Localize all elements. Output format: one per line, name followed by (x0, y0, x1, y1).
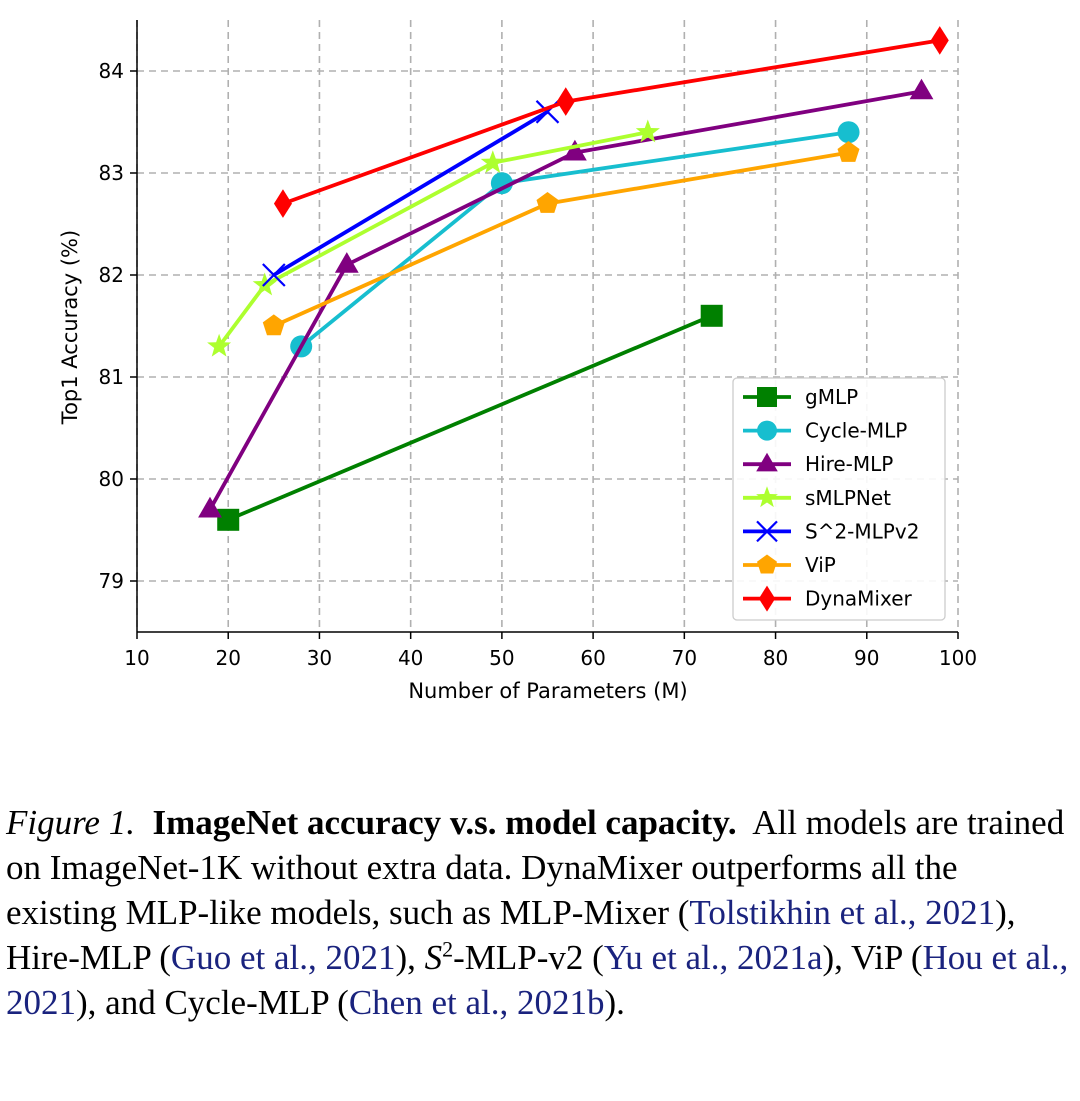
series-line-cycle-mlp (300, 130, 849, 348)
series-dynamixer (273, 26, 949, 218)
legend-label: ViP (805, 553, 836, 577)
x-tick-label: 10 (124, 646, 149, 670)
legend-marker (757, 554, 777, 574)
data-point-dynamixer (273, 189, 292, 218)
y-tick-label: 79 (99, 569, 124, 593)
x-tick-label: 70 (672, 646, 697, 670)
caption-text: -MLP-v2 ( (453, 938, 604, 977)
caption-text: ). (604, 983, 625, 1022)
y-tick-label: 84 (99, 59, 124, 83)
data-point-smlpnet (207, 333, 232, 357)
x-tick-label: 40 (398, 646, 423, 670)
citation-link[interactable]: Guo et al., 2021 (170, 938, 396, 977)
legend-label: Hire-MLP (805, 452, 893, 476)
math-superscript: 2 (442, 936, 454, 962)
legend-entry-cycle-mlp: Cycle-MLP (743, 419, 907, 443)
legend-marker (756, 452, 778, 472)
data-point-cycle-mlp (490, 172, 513, 195)
series-line-hire-mlp (208, 89, 922, 511)
legend-marker (757, 387, 777, 407)
chart: 10 20 30 40 50 60 70 80 90 100 79 80 81 82 83 84 Number… (58, 20, 977, 703)
series-gmlp (217, 304, 723, 531)
x-marker-stroke (262, 263, 286, 287)
legend-entry-gmlp: gMLP (743, 385, 858, 409)
x-tick-label: 50 (489, 646, 514, 670)
legend-label: Cycle-MLP (805, 419, 907, 443)
figure-number: Figure 1. (6, 803, 135, 842)
legend-marker (756, 520, 778, 543)
caption-text: ), (395, 938, 425, 977)
data-point-s-2-mlpv2 (262, 263, 286, 287)
x-tick-label: 30 (307, 646, 332, 670)
series-hire-mlp (198, 78, 934, 518)
math-symbol: S (424, 938, 443, 977)
x-tick-label: 80 (763, 646, 788, 670)
legend-label: sMLPNet (805, 486, 891, 510)
legend-label: gMLP (805, 385, 858, 409)
series-line-s-2-mlpv2 (272, 110, 549, 277)
chart-svg: 10 20 30 40 50 60 70 80 90 100 79 80 81 82 83 84 Number… (58, 20, 977, 703)
data-point-cycle-mlp (837, 121, 860, 144)
legend-entry-vip: ViP (743, 553, 836, 577)
data-point-dynamixer (930, 26, 949, 55)
x-axis-label: Number of Parameters (M) (408, 679, 687, 703)
y-tick-label: 83 (99, 161, 124, 185)
data-point-gmlp (700, 304, 723, 327)
y-axis-label: Top1 Accuracy (%) (58, 230, 82, 425)
legend-entry-s-2-mlpv2: S^2-MLPv2 (743, 519, 919, 543)
data-point-hire-mlp (563, 139, 587, 161)
data-point-vip (837, 141, 860, 162)
data-point-gmlp (217, 508, 240, 531)
series-s-2-mlpv2 (262, 100, 560, 287)
x-marker-stroke (756, 520, 778, 543)
series-line-dynamixer (282, 38, 941, 206)
caption-text: ), and Cycle-MLP ( (76, 983, 349, 1022)
data-point-hire-mlp (198, 496, 222, 518)
grid (136, 20, 959, 632)
figure-title: ImageNet accuracy v.s. model capacity. (152, 803, 737, 842)
y-tick-label: 82 (99, 263, 124, 287)
citation-link[interactable]: Chen et al., 2021b (348, 983, 605, 1022)
series-line-smlpnet (217, 130, 649, 348)
caption-text: ), ViP ( (822, 938, 923, 977)
data-point-vip (536, 192, 559, 213)
series-line-gmlp (227, 314, 713, 522)
data-point-smlpnet (480, 150, 505, 173)
data-point-smlpnet (635, 119, 660, 143)
legend-label: S^2-MLPv2 (805, 519, 919, 543)
data-point-hire-mlp (909, 78, 934, 100)
legend-entry-dynamixer: DynaMixer (743, 585, 913, 612)
data-point-dynamixer (556, 87, 575, 116)
caption-text: ), Hire-MLP ( (6, 893, 1016, 977)
legend: gMLP Cycle-MLP Hire-MLP sMLPNet S^2-MLPv2 ViP… (732, 377, 946, 621)
x-tick-label: 100 (939, 646, 977, 670)
x-tick-label: 60 (580, 646, 605, 670)
y-tick-label: 81 (99, 365, 124, 389)
legend-marker (756, 486, 778, 508)
axes: 10 20 30 40 50 60 70 80 90 100 79 80 81 82 83 84 (99, 20, 977, 670)
legend-marker (758, 585, 776, 612)
data-point-hire-mlp (334, 252, 359, 273)
legend-entry-smlpnet: sMLPNet (743, 486, 891, 510)
citation-link[interactable]: Yu et al., 2021a (603, 938, 823, 977)
caption-text: All models are trained on ImageNet-1K wi… (6, 803, 1065, 932)
series-layer (198, 26, 949, 531)
figure-caption: Figure 1. ImageNet accuracy v.s. model c… (6, 800, 1074, 1025)
legend-label: DynaMixer (805, 587, 913, 611)
citation-link[interactable]: Hou et al., 2021 (6, 938, 1069, 1022)
legend-marker (757, 420, 777, 441)
legend-entry-hire-mlp: Hire-MLP (743, 452, 893, 476)
x-tick-label: 90 (854, 646, 879, 670)
citation-link[interactable]: Tolstikhin et al., 2021 (689, 893, 996, 932)
series-vip (262, 141, 860, 336)
x-tick-label: 20 (215, 646, 240, 670)
data-point-vip (262, 314, 285, 336)
y-tick-label: 80 (99, 467, 124, 491)
legend-box (732, 377, 946, 621)
